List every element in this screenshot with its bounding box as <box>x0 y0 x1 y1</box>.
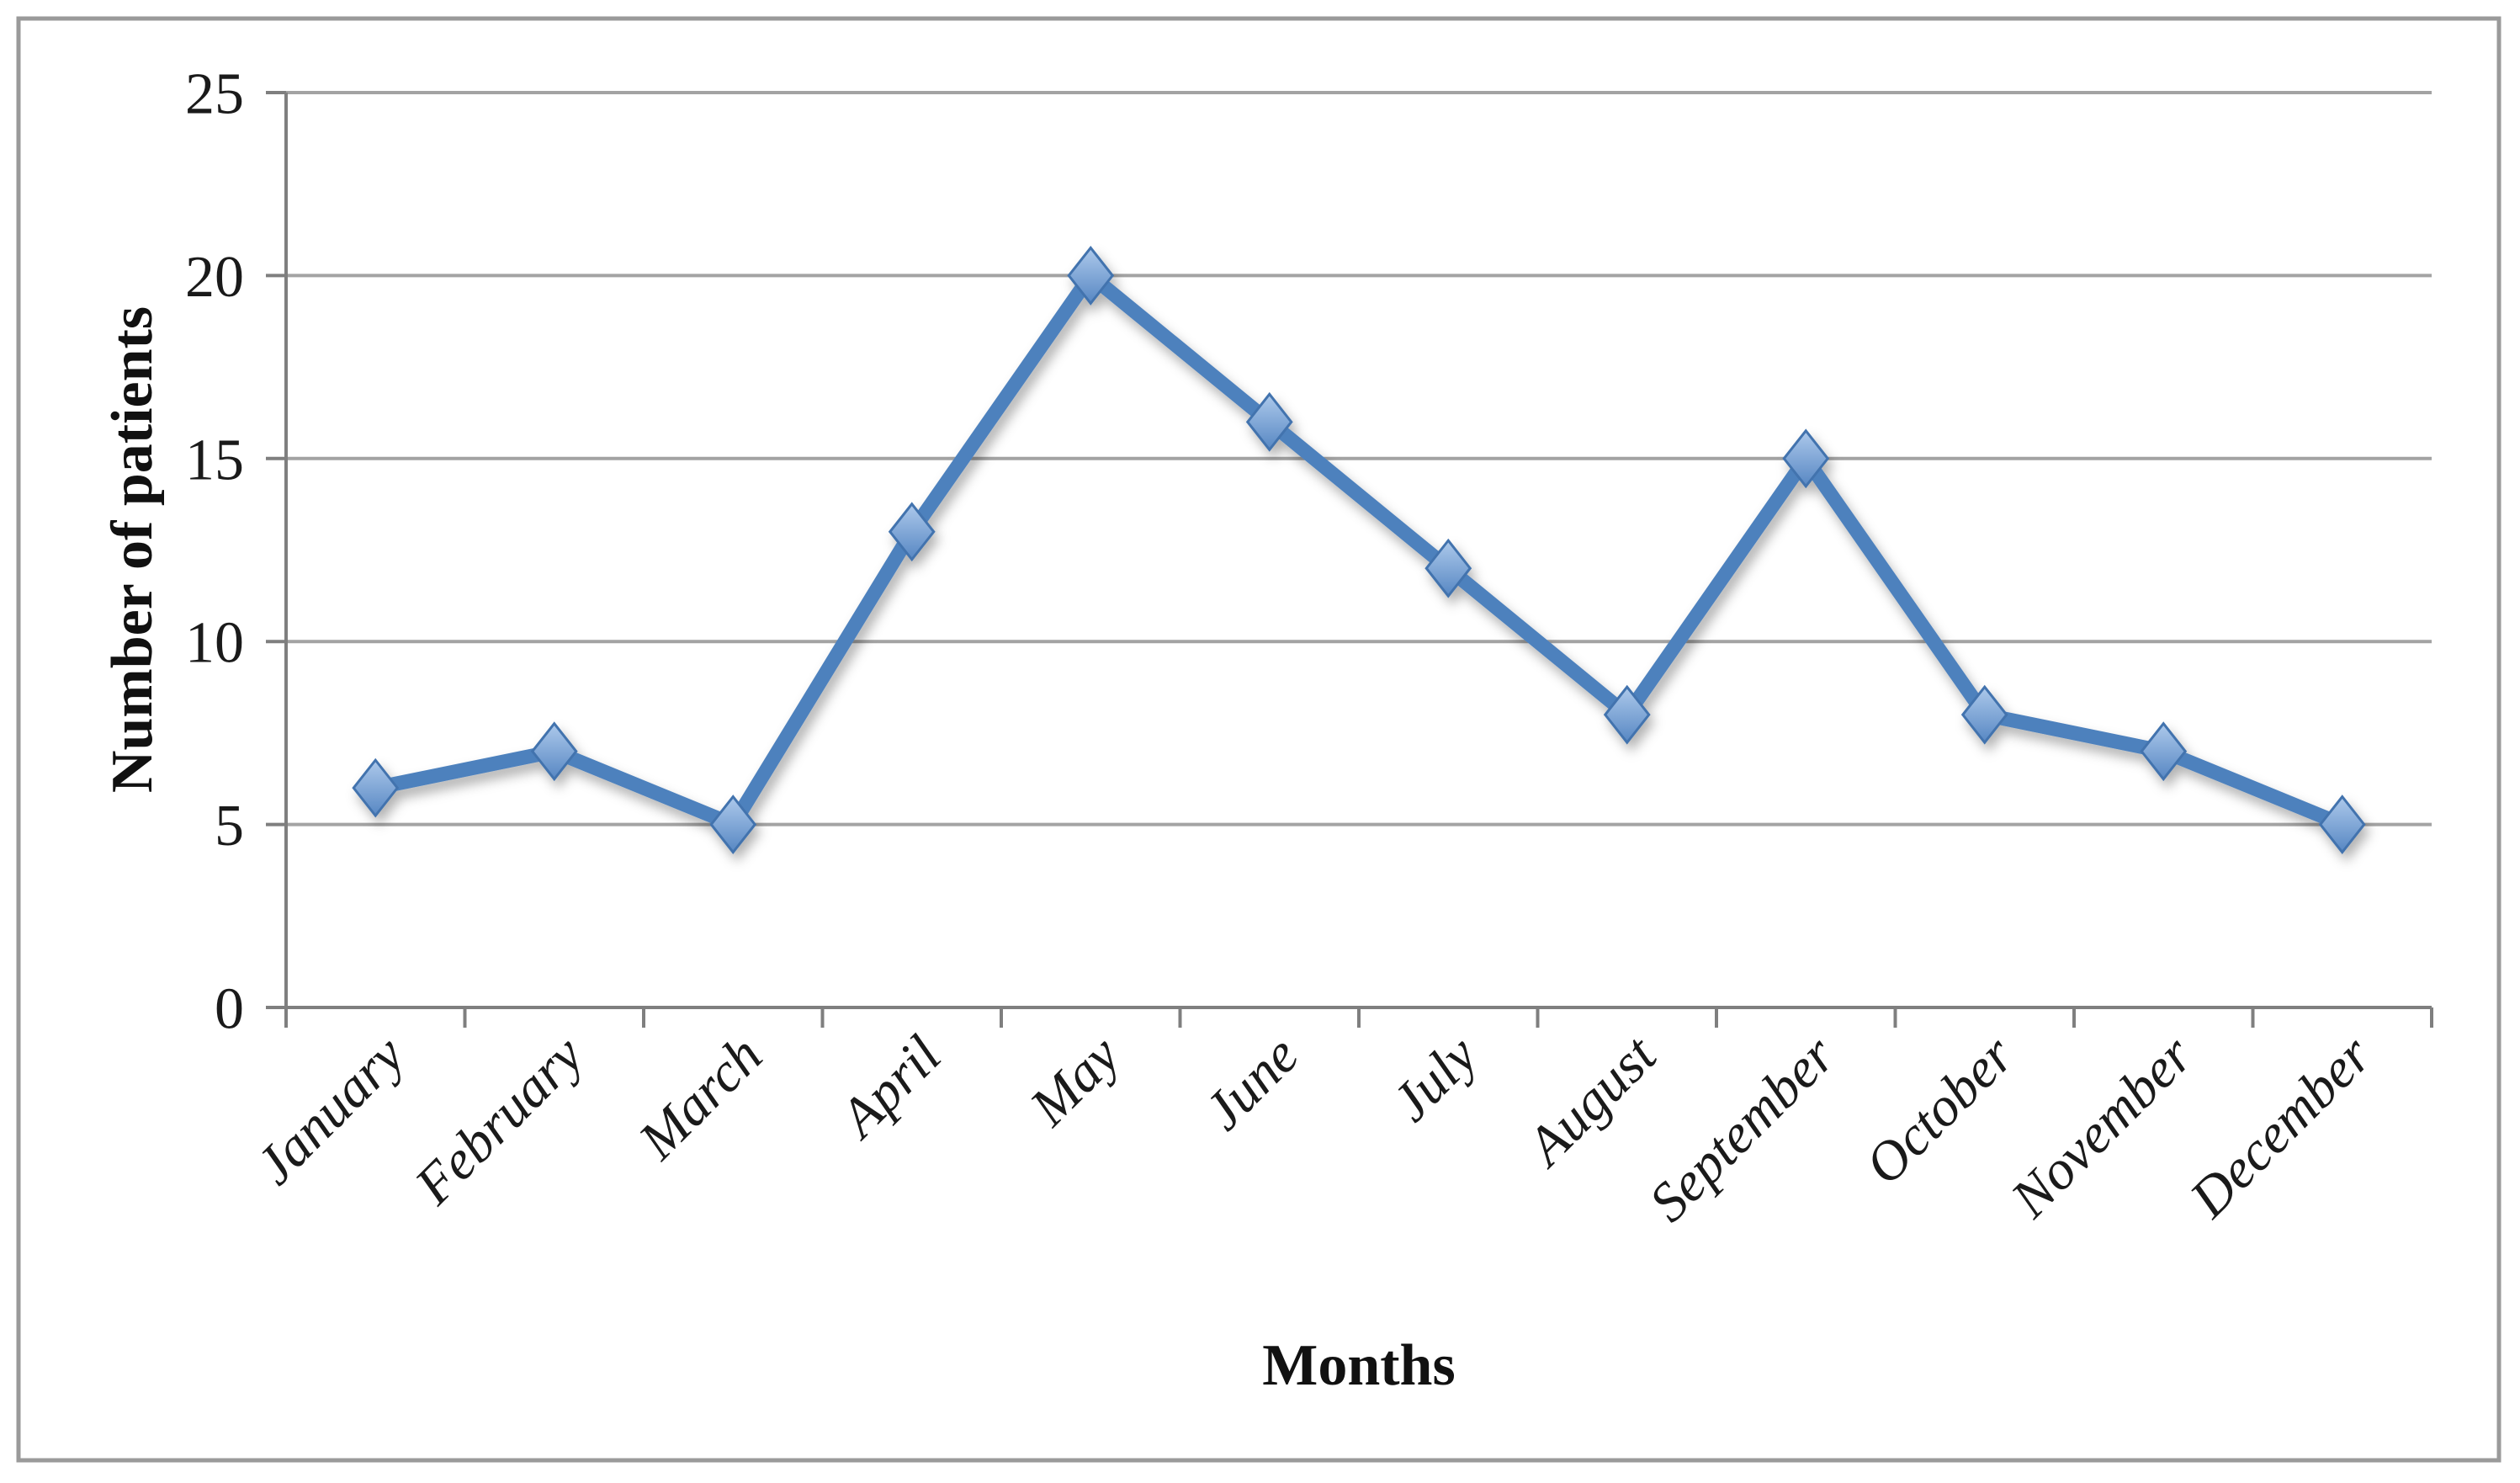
marker-november <box>2140 721 2188 782</box>
marker-october <box>1960 684 2008 745</box>
y-tick-label-10: 10 <box>185 611 244 676</box>
marker-february <box>530 721 578 782</box>
data-series <box>352 245 2366 855</box>
marker-august <box>1603 684 1651 745</box>
marker-december <box>2318 795 2366 855</box>
x-tick-label-february: February <box>403 1023 596 1216</box>
x-tick-label-november: November <box>1999 1024 2204 1230</box>
x-tick-label-may: May <box>1018 1023 1133 1138</box>
marker-april <box>888 502 936 562</box>
marker-september <box>1782 428 1830 489</box>
x-tick-label-september: September <box>1637 1024 1847 1234</box>
x-tick-label-march: March <box>627 1024 774 1172</box>
x-tick-label-april: April <box>826 1024 952 1151</box>
x-tick-label-january: January <box>244 1023 416 1196</box>
y-tick-label-15: 15 <box>185 428 244 492</box>
x-axis-title: Months <box>1262 1333 1455 1398</box>
marker-march <box>709 795 757 855</box>
figure-border <box>16 16 2501 1463</box>
x-tick-label-december: December <box>2178 1024 2383 1230</box>
series-line <box>374 265 2345 834</box>
marker-july <box>1424 538 1472 598</box>
x-tick-label-july: July <box>1381 1023 1490 1133</box>
y-axis-tick-labels: 0 5 10 15 20 25 <box>185 62 244 1042</box>
y-tick-label-20: 20 <box>185 245 244 310</box>
y-tick-label-0: 0 <box>215 977 244 1042</box>
marker-june <box>1245 391 1293 452</box>
x-tick-label-october: October <box>1854 1024 2026 1197</box>
y-tick-label-5: 5 <box>215 794 244 858</box>
y-tick-label-25: 25 <box>185 62 244 127</box>
y-axis-title: Number of patients <box>100 306 165 793</box>
gridlines <box>286 91 2432 827</box>
x-tick-label-august: August <box>1513 1023 1669 1179</box>
marker-may <box>1067 245 1115 306</box>
marker-january <box>352 757 400 818</box>
x-tick-label-june: June <box>1193 1024 1311 1142</box>
axes <box>266 91 2433 1028</box>
